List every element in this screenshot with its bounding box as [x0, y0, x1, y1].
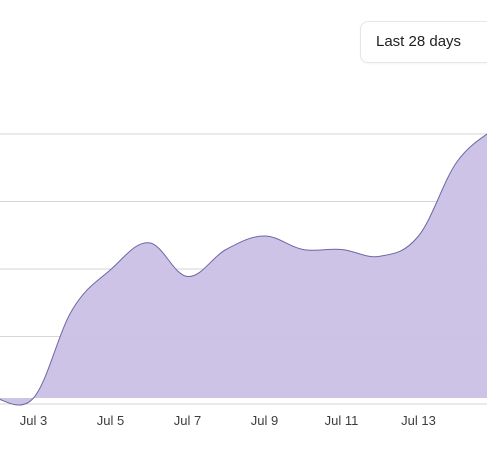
series-line	[0, 133, 487, 406]
area-fill	[0, 134, 487, 405]
date-range-button[interactable]: Last 28 days	[360, 21, 487, 63]
x-tick-label: Jul 11	[325, 413, 359, 428]
date-range-label: Last 28 days	[376, 33, 462, 50]
x-tick-label: Jul 7	[174, 413, 201, 428]
x-tick-label: Jul 13	[401, 413, 436, 428]
x-tick-label: Jul 3	[20, 413, 47, 428]
x-tick-label: Jul 9	[251, 413, 278, 428]
x-tick-label: Jul 5	[97, 413, 124, 428]
